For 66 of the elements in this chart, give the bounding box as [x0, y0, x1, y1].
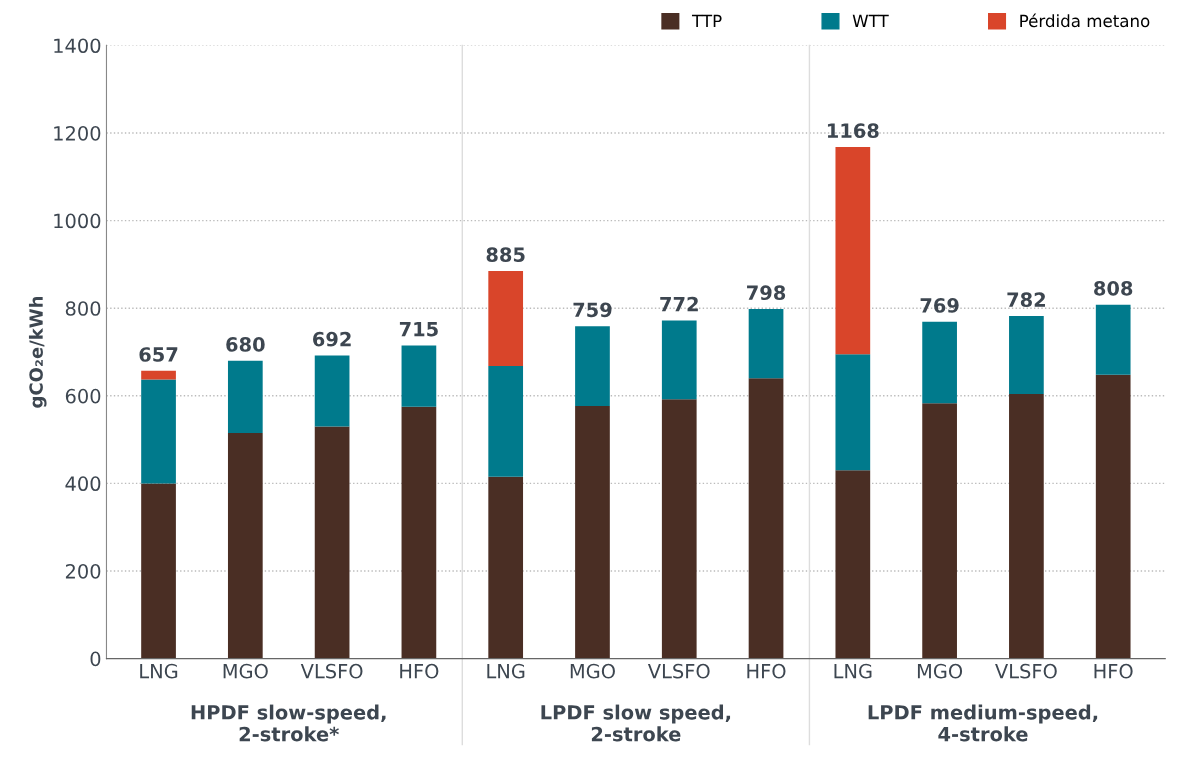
x-tick-label: MGO: [223, 663, 268, 679]
bar: [1095, 304, 1131, 375]
bar: [835, 147, 871, 355]
legend-label: Pérdida metano: [1020, 13, 1150, 28]
total-label: 782: [1007, 292, 1045, 308]
bar: [922, 321, 957, 404]
bar: [227, 433, 263, 659]
bar: [401, 345, 437, 407]
bar: [748, 378, 784, 659]
y-tick-label: 600: [65, 388, 101, 404]
total-label: 692: [313, 331, 351, 347]
x-tick-label: HFO: [747, 663, 786, 679]
legend-label: WTT: [852, 14, 889, 27]
total-label: 1168: [827, 123, 879, 139]
bar: [661, 320, 697, 400]
x-tick-label: VLSFO: [995, 663, 1057, 679]
bar: [227, 360, 263, 434]
x-tick-label: MGO: [570, 663, 615, 679]
x-tick-label: LNG: [487, 663, 525, 679]
bar: [575, 326, 610, 406]
bar: [1009, 394, 1044, 659]
total-label: 715: [399, 321, 438, 337]
total-label: 769: [920, 298, 959, 313]
bar: [141, 379, 176, 484]
bar: [835, 470, 871, 659]
bar: [1095, 374, 1131, 659]
bar: [661, 399, 697, 659]
x-tick-label: VLSFO: [300, 663, 363, 679]
legend-label: TTP: [691, 14, 722, 27]
y-tick-label: 200: [65, 563, 101, 579]
text: LPDF slow speed, 2-stroke: [541, 704, 731, 742]
y-tick-label: 0: [90, 651, 101, 667]
y-tick-label: 800: [65, 301, 101, 316]
x-tick-label: HFO: [1094, 663, 1133, 679]
text: HPDF slow-speed, 2-stroke*: [191, 704, 386, 742]
x-tick-label: LNG: [140, 663, 178, 679]
bar: [748, 309, 784, 379]
total-label: 808: [1094, 280, 1133, 296]
x-tick-label: LNG: [834, 663, 872, 679]
y-tick-label: 400: [65, 476, 101, 492]
y-tick-label: 1400: [54, 38, 101, 54]
bar: [575, 405, 610, 659]
total-label: 772: [660, 296, 698, 312]
y-axis-title: gCO₂e/kWh: [28, 296, 47, 408]
bar: [314, 426, 350, 659]
total-label: 657: [139, 347, 178, 362]
bar: [141, 370, 176, 380]
text: LPDF medium-speed, 4-stroke: [868, 704, 1098, 742]
x-tick-label: MGO: [917, 663, 963, 679]
bar: [488, 366, 524, 477]
bar: [141, 483, 176, 659]
y-tick-label: 1000: [54, 213, 101, 229]
x-tick-label: VLSFO: [647, 663, 710, 679]
bar: [1009, 316, 1044, 395]
bar: [314, 355, 350, 427]
bar: [835, 354, 871, 471]
total-label: 798: [747, 285, 786, 301]
bar: [488, 270, 524, 367]
bar: [488, 476, 524, 659]
total-label: 759: [573, 302, 612, 318]
y-tick-label: 1200: [54, 125, 101, 141]
total-label: 680: [226, 337, 265, 352]
bar: [922, 403, 957, 659]
bar: [401, 406, 437, 659]
total-label: 885: [486, 247, 525, 262]
x-tick-label: HFO: [400, 663, 439, 679]
